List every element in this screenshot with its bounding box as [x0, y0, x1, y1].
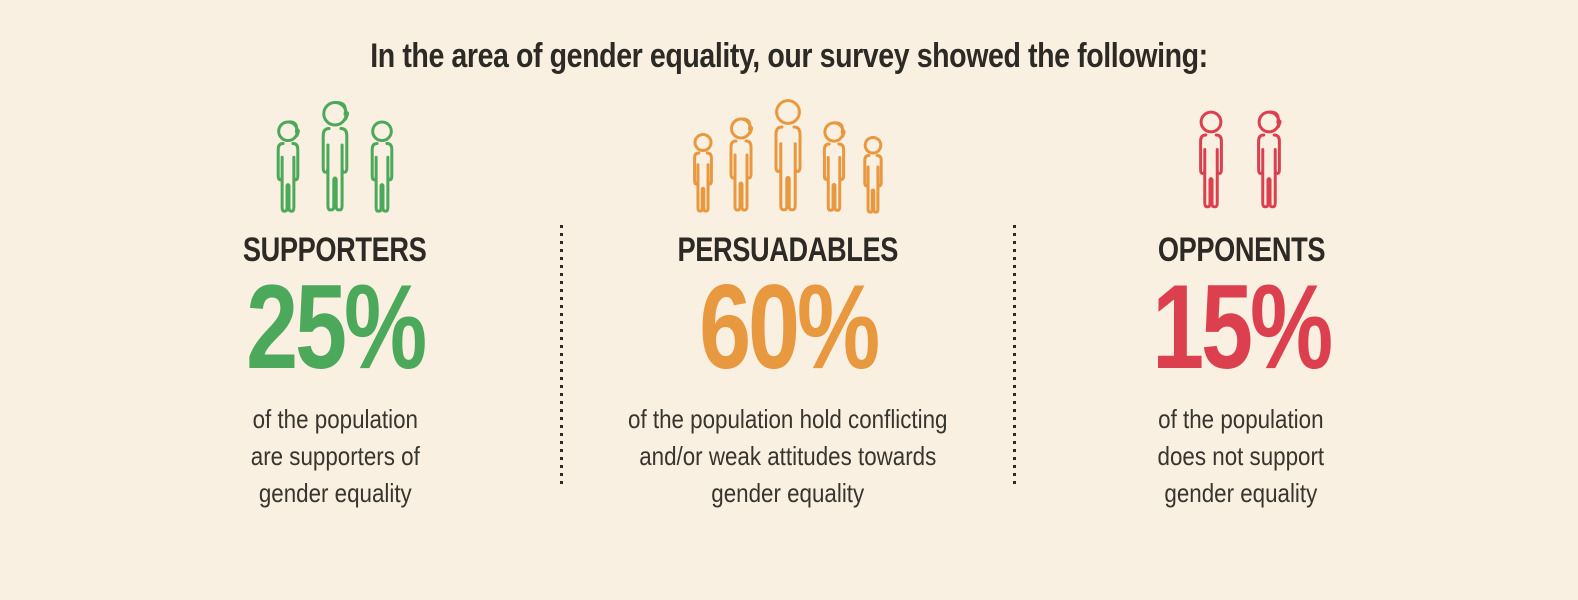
man-icon: [371, 121, 393, 213]
infographic-title: In the area of gender equality, our surv…: [370, 37, 1208, 75]
woman-icon: [730, 118, 753, 212]
woman-icon: [322, 101, 349, 212]
persuadables-caption: of the population hold conflicting and/o…: [628, 404, 948, 509]
opponents-heading: OPPONENTS: [1157, 231, 1325, 270]
persuadables-percent: 60%: [699, 260, 880, 395]
opponents-percent: 15%: [1152, 260, 1333, 395]
woman-icon: [1257, 111, 1281, 208]
two-people-group-icon: [1199, 111, 1281, 208]
five-people-group-icon: [693, 100, 882, 214]
supporters-caption: of the population are supporters of gend…: [250, 404, 420, 509]
woman-icon: [823, 122, 845, 212]
columns-row: SUPPORTERS 25% of the population are sup…: [110, 95, 1470, 512]
opponents-caption: of the population does not support gende…: [1157, 404, 1325, 509]
man-icon: [1199, 111, 1223, 208]
persuadables-heading: PERSUADABLES: [677, 231, 899, 270]
column-persuadables: PERSUADABLES 60% of the population hold …: [563, 95, 1013, 512]
man-icon: [775, 100, 801, 212]
supporters-percent: 25%: [246, 260, 427, 395]
column-supporters: SUPPORTERS 25% of the population are sup…: [110, 95, 560, 512]
supporters-people-group: [249, 95, 421, 219]
dotted-divider: [1013, 225, 1016, 490]
opponents-people-group: [1185, 95, 1297, 219]
column-opponents: OPPONENTS 15% of the population does not…: [1016, 95, 1466, 512]
supporters-heading: SUPPORTERS: [243, 231, 427, 270]
man-icon: [693, 134, 713, 212]
man-icon: [864, 137, 882, 214]
woman-icon: [277, 121, 300, 213]
dotted-divider: [560, 225, 563, 490]
persuadables-people-group: [682, 95, 894, 219]
three-people-group-icon: [277, 101, 393, 213]
